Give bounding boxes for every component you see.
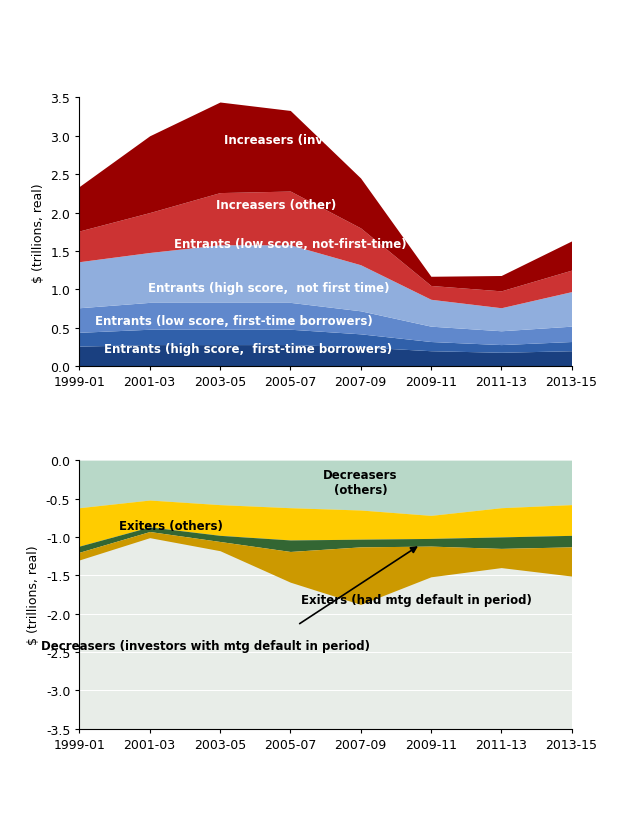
Text: Entrants (low score, first-time borrowers): Entrants (low score, first-time borrower… — [95, 314, 373, 327]
Y-axis label: $ (trillions, real): $ (trillions, real) — [32, 183, 45, 283]
Y-axis label: $ (trillions, real): $ (trillions, real) — [27, 545, 40, 645]
Text: Entrants (high score,  first-time borrowers): Entrants (high score, first-time borrowe… — [104, 342, 392, 355]
Text: Increasers (other): Increasers (other) — [216, 199, 337, 212]
Text: Entrants (high score,  not first time): Entrants (high score, not first time) — [149, 282, 390, 295]
Text: Entrants (low score, not-first-time): Entrants (low score, not-first-time) — [174, 238, 406, 251]
Text: Exiters (others): Exiters (others) — [119, 519, 223, 532]
Text: Decreasers (investors with mtg default in period): Decreasers (investors with mtg default i… — [41, 640, 370, 653]
Text: Increasers (investors): Increasers (investors) — [224, 134, 370, 147]
Text: Exiters (had mtg default in period): Exiters (had mtg default in period) — [302, 594, 532, 607]
Text: Decreasers
(others): Decreasers (others) — [323, 468, 398, 496]
